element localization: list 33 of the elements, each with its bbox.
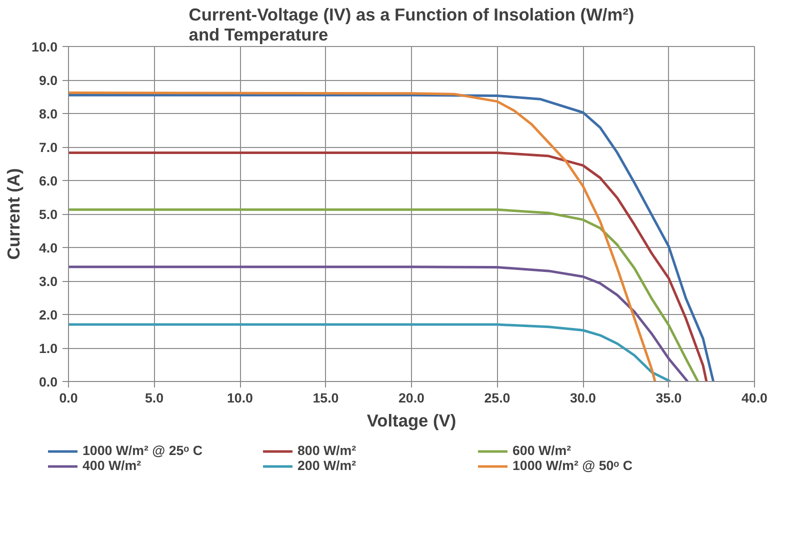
y-tick-label: 10.0 (32, 40, 58, 54)
y-tick-label: 4.0 (38, 240, 58, 256)
legend-label: 600 W/m² (512, 443, 572, 458)
x-tick-label: 20.0 (398, 390, 424, 406)
y-tick-label: 3.0 (38, 274, 58, 289)
x-tick-label: 25.0 (484, 390, 510, 406)
y-tick-label: 6.0 (38, 174, 58, 188)
x-tick-label: 10.0 (227, 390, 253, 406)
line-series (68, 323, 672, 382)
x-tick-label: 5.0 (144, 390, 164, 406)
line-series (68, 208, 700, 382)
y-tick-label: 2.0 (38, 308, 58, 322)
x-tick-label: 30.0 (570, 390, 596, 406)
x-axis-title: Voltage (V) (366, 410, 456, 430)
y-tick-label: 5.0 (38, 207, 58, 222)
y-tick-label: 1.0 (38, 341, 58, 356)
x-tick-label: 35.0 (656, 390, 682, 406)
y-tick-label: 9.0 (38, 73, 58, 88)
legend-label: 800 W/m² (298, 443, 358, 458)
x-tick-label: 40.0 (742, 390, 768, 406)
x-tick-label: 0.0 (59, 390, 78, 406)
line-series (68, 266, 689, 382)
y-tick-label: 7.0 (38, 140, 58, 155)
y-axis-title: Current (A) (4, 168, 24, 260)
x-tick-label: 15.0 (312, 390, 339, 406)
legend-label: 1000 W/m² @ 50ᵒ C (512, 458, 634, 473)
legend-label: 200 W/m² (298, 458, 358, 473)
y-tick-label: 8.0 (38, 106, 58, 122)
chart-title: Current-Voltage (IV) as a Function of Insolation (W/m²) and Temperature (188, 4, 634, 44)
legend-label: 1000 W/m² @ 25ᵒ C (82, 443, 204, 458)
legend-label: 400 W/m² (82, 458, 142, 473)
y-tick-label: 0.0 (38, 374, 58, 390)
line-series (68, 151, 708, 382)
